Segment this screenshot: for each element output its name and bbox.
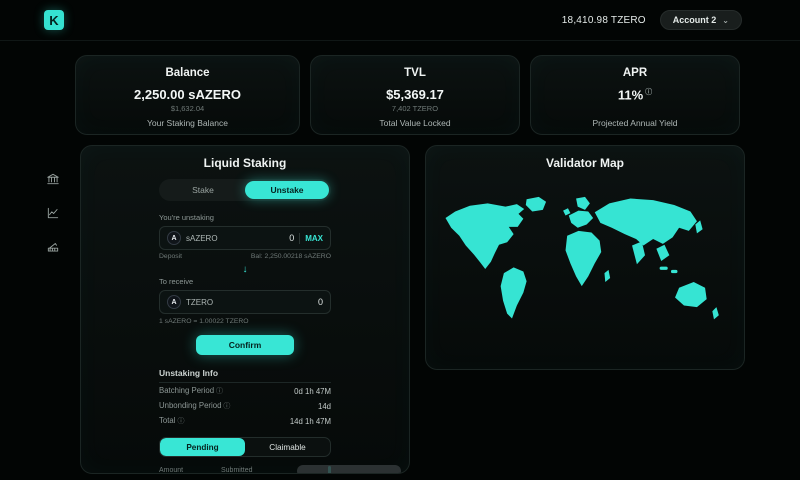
- info-row-batching: Batching Period ⓘ 0d 1h 47M: [159, 384, 331, 398]
- sidebar-item-analytics[interactable]: [44, 204, 62, 222]
- available-balance-label: Bal: 2,250.00218 sAZERO: [250, 253, 331, 260]
- info-icon[interactable]: ⓘ: [645, 89, 653, 96]
- batching-period-value: 0d 1h 47M: [294, 386, 331, 396]
- cutoff-footer-element: [297, 465, 401, 473]
- apr-value: 11%: [617, 87, 644, 103]
- divider: [299, 232, 301, 244]
- chart-line-icon: [47, 207, 59, 219]
- tab-pending[interactable]: Pending: [160, 438, 245, 456]
- unbonding-period-value: 14d: [317, 401, 331, 411]
- stats-row: Balance 2,250.00 sAZERO $1,632.04 Your S…: [75, 55, 740, 135]
- tvl-card-caption: Total Value Locked: [379, 118, 451, 128]
- queue-tabs: Pending Claimable: [159, 437, 331, 457]
- apr-card-title: APR: [622, 67, 648, 79]
- balance-card-title: Balance: [165, 67, 210, 79]
- tab-stake[interactable]: Stake: [192, 185, 214, 195]
- tvl-card-tokens: 7,402 TZERO: [391, 104, 439, 113]
- total-period-value: 14d 1h 47M: [289, 416, 331, 426]
- balance-card-value: 2,250.00 sAZERO: [134, 87, 241, 102]
- arrow-down-icon: ↓: [242, 264, 248, 275]
- app-logo-icon[interactable]: K: [44, 10, 64, 30]
- validator-map-title: Validator Map: [545, 156, 625, 170]
- to-token-symbol: TZERO: [186, 297, 214, 307]
- max-button[interactable]: MAX: [305, 233, 323, 243]
- tvl-card: TVL $5,369.17 7,402 TZERO Total Value Lo…: [310, 55, 520, 135]
- info-row-unbonding: Unbonding Period ⓘ 14d: [159, 399, 331, 413]
- receive-amount-value: 0: [317, 297, 323, 307]
- apr-card-value: 11% ⓘ: [531, 87, 739, 102]
- bank-icon: [47, 173, 59, 185]
- apr-card-caption: Projected Annual Yield: [592, 118, 678, 129]
- unbonding-period-label: Unbonding Period ⓘ: [159, 401, 231, 410]
- batching-period-label: Batching Period ⓘ: [159, 386, 224, 395]
- validator-map-panel: Validator Map: [425, 145, 745, 370]
- total-period-label: Total ⓘ: [159, 416, 185, 425]
- sidebar: [40, 170, 66, 256]
- liquid-staking-panel: Liquid Staking Stake Unstake You're unst…: [80, 145, 410, 474]
- world-map-icon: [445, 196, 719, 320]
- sazero-token-icon: A: [167, 231, 181, 245]
- info-icon[interactable]: ⓘ: [223, 403, 231, 410]
- account-dropdown[interactable]: Account 2 ⌄: [659, 10, 742, 30]
- topbar: K 18,410.98 TZERO Account 2 ⌄: [0, 0, 800, 41]
- to-receive-label: To receive: [159, 277, 194, 286]
- deposit-label: Deposit: [159, 253, 183, 260]
- tab-claimable[interactable]: Claimable: [269, 442, 306, 452]
- sidebar-item-validators[interactable]: [44, 238, 62, 256]
- pending-list-header: Amount Submitted: [159, 464, 323, 474]
- amount-column-header: Amount: [159, 466, 184, 474]
- tab-unstake[interactable]: Unstake: [245, 181, 329, 199]
- unstaking-info-title: Unstaking Info: [159, 368, 331, 383]
- tvl-card-value: $5,369.17: [386, 87, 444, 102]
- info-row-total: Total ⓘ 14d 1h 47M: [159, 414, 331, 428]
- world-map: [426, 170, 744, 360]
- from-token-symbol: sAZERO: [186, 233, 218, 243]
- unstake-amount-input[interactable]: 0: [289, 233, 295, 243]
- grid-icon: [47, 243, 59, 252]
- chevron-down-icon: ⌄: [722, 15, 729, 25]
- balance-card-usd: $1,632.04: [170, 104, 205, 113]
- stake-mode-toggle: Stake Unstake: [159, 179, 331, 201]
- tzero-token-icon: A: [167, 295, 181, 309]
- balance-card-caption: Your Staking Balance: [147, 118, 228, 128]
- info-icon[interactable]: ⓘ: [216, 388, 224, 395]
- exchange-rate: 1 sAZERO = 1.00022 TZERO: [159, 318, 249, 325]
- account-label: Account 2: [672, 15, 717, 25]
- unstake-amount-field[interactable]: A sAZERO 0 MAX: [159, 226, 331, 250]
- apr-card: APR 11% ⓘ Projected Annual Yield: [530, 55, 740, 135]
- receive-amount-field: A TZERO 0: [159, 290, 331, 314]
- tvl-card-title: TVL: [404, 67, 426, 79]
- submitted-column-header: Submitted: [221, 466, 253, 474]
- wallet-balance: 18,410.98 TZERO: [561, 14, 646, 26]
- liquid-staking-title: Liquid Staking: [203, 156, 287, 170]
- unstake-from-label: You're unstaking: [159, 213, 214, 222]
- confirm-button[interactable]: Confirm: [196, 335, 294, 355]
- apr-card-spacer: [531, 104, 739, 113]
- info-icon[interactable]: ⓘ: [177, 418, 185, 425]
- sidebar-item-staking[interactable]: [44, 170, 62, 188]
- balance-card: Balance 2,250.00 sAZERO $1,632.04 Your S…: [75, 55, 300, 135]
